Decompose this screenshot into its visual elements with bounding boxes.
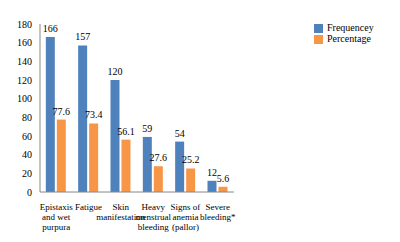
svg-text:25.2: 25.2: [182, 154, 200, 165]
svg-text:12: 12: [207, 167, 217, 178]
svg-text:20: 20: [22, 168, 32, 179]
svg-text:Epistaxisand wetpurpura: Epistaxisand wetpurpura: [40, 202, 73, 232]
svg-text:157: 157: [75, 31, 90, 42]
svg-text:160: 160: [17, 37, 32, 48]
svg-text:56.1: 56.1: [117, 126, 135, 137]
svg-text:60: 60: [22, 131, 32, 142]
svg-text:120: 120: [107, 66, 122, 77]
svg-text:Signs ofanemia(pallor): Signs ofanemia(pallor): [171, 202, 201, 232]
html-text:Skin: Skin: [112, 202, 130, 212]
svg-text:5.6: 5.6: [217, 173, 230, 184]
svg-text:Fatigue: Fatigue: [75, 202, 102, 212]
svg-text:100: 100: [17, 93, 32, 104]
svg-text:120: 120: [17, 75, 32, 86]
html-text:Frequencey: Frequencey: [327, 22, 374, 33]
svg-text:180: 180: [17, 19, 32, 30]
svg-text:Heavymenstrualbleeding: Heavymenstrualbleeding: [135, 202, 171, 232]
svg-text:40: 40: [22, 149, 32, 160]
svg-text:166: 166: [43, 23, 58, 34]
svg-text:77.6: 77.6: [53, 106, 71, 117]
svg-text:73.4: 73.4: [85, 109, 103, 120]
html-text:Percentage: Percentage: [327, 33, 371, 45]
svg-text:140: 140: [17, 56, 32, 67]
html-text:manifestation: manifestation: [96, 212, 146, 222]
svg-text:27.6: 27.6: [150, 152, 168, 163]
svg-text:Severebleeding*: Severebleeding*: [200, 202, 236, 222]
svg-text:0: 0: [27, 187, 32, 198]
svg-text:59: 59: [142, 123, 152, 134]
svg-text:80: 80: [22, 112, 32, 123]
svg-text:54: 54: [175, 128, 185, 139]
